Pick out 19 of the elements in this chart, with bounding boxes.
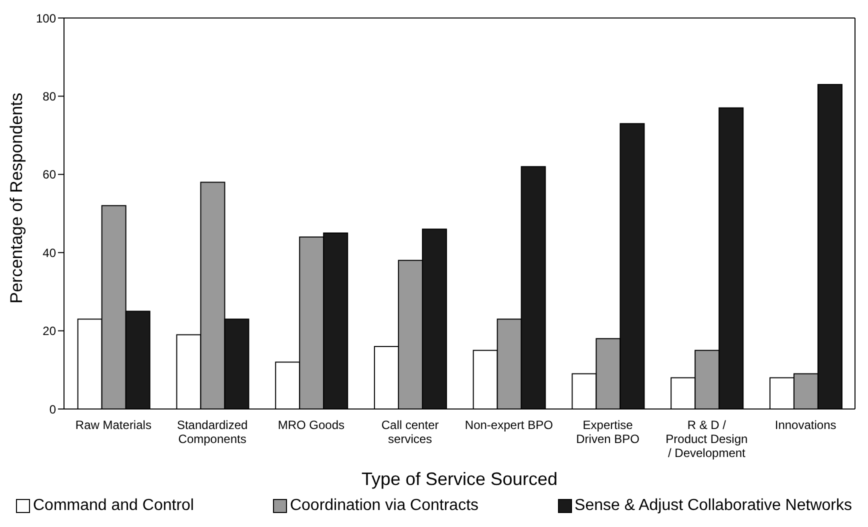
x-tick-label: Innovations bbox=[774, 418, 836, 432]
y-tick-label: 0 bbox=[49, 402, 56, 416]
x-axis-title: Type of Service Sourced bbox=[361, 469, 558, 489]
y-tick-label: 20 bbox=[42, 324, 56, 338]
x-tick-label: MRO Goods bbox=[278, 418, 345, 432]
legend-label: Command and Control bbox=[33, 497, 194, 515]
y-axis-title: Percentage of Respondents bbox=[7, 92, 26, 304]
y-tick-label: 80 bbox=[42, 89, 56, 104]
x-tick-label: Non-expert BPO bbox=[464, 418, 553, 432]
y-tick-label: 100 bbox=[36, 11, 56, 26]
x-tick-label: Raw Materials bbox=[75, 418, 152, 432]
legend-label: Sense & Adjust Collaborative Networks bbox=[574, 497, 852, 515]
y-tick-label: 60 bbox=[42, 168, 56, 182]
x-tick-label: Standardized Components bbox=[176, 418, 248, 446]
y-tick-label: 40 bbox=[42, 246, 56, 260]
x-tick-label: Expertise Driven BPO bbox=[576, 418, 640, 446]
x-tick-label: Call center services bbox=[381, 418, 439, 446]
x-tick-label: R & D / Product Design / Development bbox=[666, 418, 748, 460]
legend-label: Coordination via Contracts bbox=[290, 497, 479, 515]
